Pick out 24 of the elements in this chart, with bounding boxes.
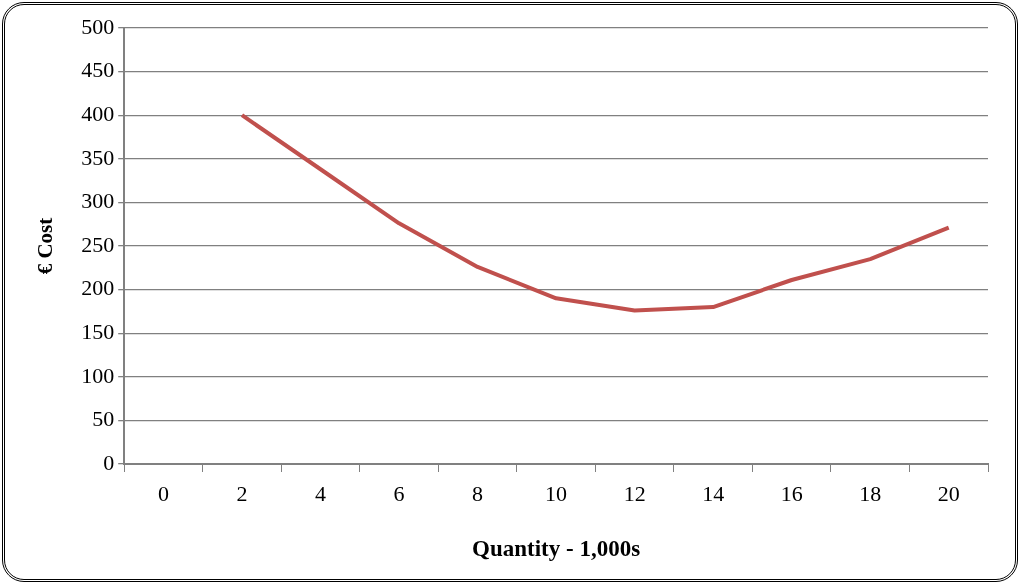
- y-tick-label: 350: [81, 144, 115, 170]
- y-tick-label: 200: [81, 275, 115, 301]
- x-tick-label: 14: [702, 480, 725, 506]
- y-tick-label: 100: [81, 362, 115, 388]
- y-tick-label: 0: [103, 449, 115, 475]
- y-tick-label: 300: [81, 188, 115, 214]
- x-tick-label: 2: [236, 480, 248, 506]
- y-tick-label: 250: [81, 231, 115, 257]
- y-tick-label: 500: [81, 13, 115, 39]
- x-tick-label: 6: [393, 480, 405, 506]
- y-axis-title: € Cost: [33, 217, 58, 275]
- y-tick-label: 400: [81, 100, 115, 126]
- x-tick-label: 4: [315, 480, 327, 506]
- x-tick-label: 16: [780, 480, 803, 506]
- x-tick-label: 20: [937, 480, 960, 506]
- x-axis-title: Quantity - 1,000s: [472, 536, 641, 562]
- x-tick-label: 10: [545, 480, 568, 506]
- y-tick-label: 50: [92, 406, 115, 432]
- x-tick-label: 0: [157, 480, 169, 506]
- y-tick-label: 150: [81, 318, 115, 344]
- x-tick-label: 18: [859, 480, 882, 506]
- x-tick-label: 8: [472, 480, 484, 506]
- x-tick-label: 12: [623, 480, 646, 506]
- y-tick-label: 450: [81, 57, 115, 83]
